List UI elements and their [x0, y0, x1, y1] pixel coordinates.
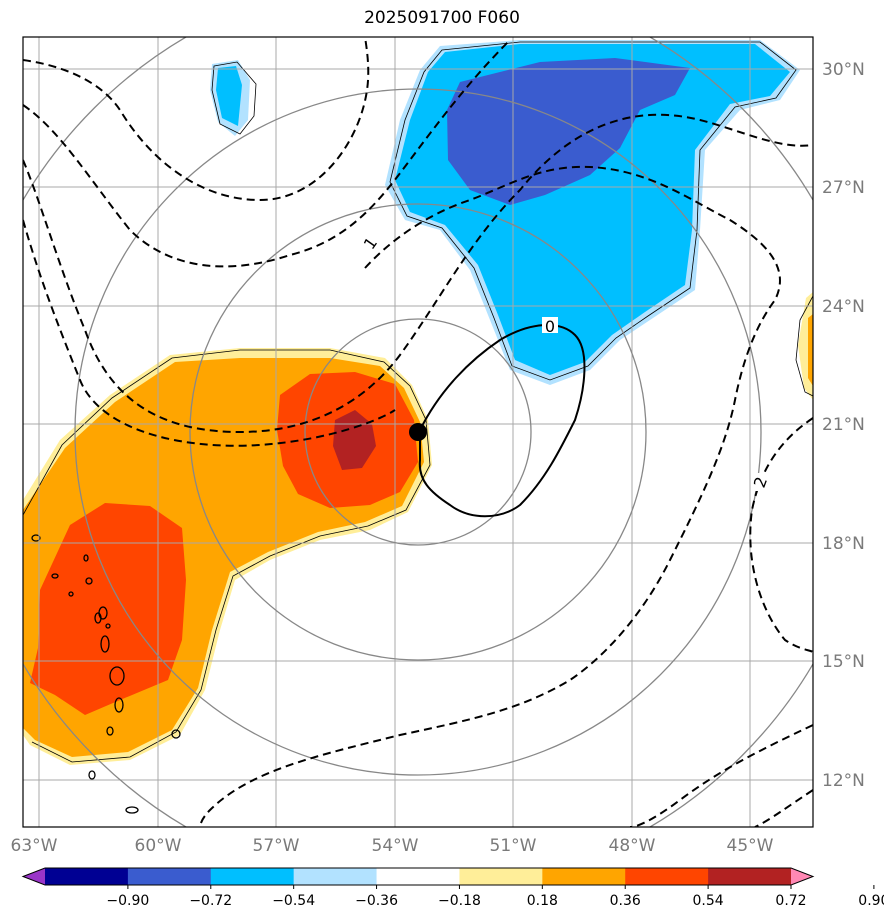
lon-label: 54°W [372, 836, 419, 856]
lat-label: 21°N [822, 415, 865, 435]
colorbar-tick-label: −0.54 [272, 893, 315, 909]
lon-label: 63°W [11, 836, 58, 856]
colorbar-tick-label: 0.54 [693, 893, 724, 909]
lon-label: 51°W [490, 836, 537, 856]
coastlines [31, 534, 181, 814]
colorbar-tick-labels: −0.90 −0.72 −0.54 −0.36 −0.18 0.18 0.36 0.54 0.7… [106, 893, 884, 909]
colorbar-extend-high [791, 868, 813, 885]
colorbar-tick-label: −0.72 [189, 893, 232, 909]
lat-label: 18°N [822, 534, 865, 554]
colorbar-swatch [210, 868, 295, 885]
zero-contour [418, 324, 586, 518]
storm-center-marker [409, 423, 427, 441]
lon-label: 60°W [135, 836, 182, 856]
colorbar-tick-label: 0.72 [775, 893, 806, 909]
colorbar-outline [21, 867, 815, 886]
colorbar-extend-low [23, 868, 45, 885]
lon-label: 48°W [609, 836, 656, 856]
colorbar-tick-label: 0.90 [858, 893, 884, 909]
colorbar-swatch [45, 868, 129, 885]
colorbar-swatch [127, 868, 212, 885]
colorbar-swatch [293, 868, 378, 885]
colorbar-tick-label: −0.18 [438, 893, 481, 909]
anomaly-outlines [23, 41, 813, 763]
lat-label: 12°N [822, 771, 865, 791]
colorbar-tick-label: 0.18 [527, 893, 558, 909]
negative-anomaly-region [210, 40, 813, 400]
colorbar-swatch [376, 868, 460, 885]
lat-label: 24°N [822, 297, 865, 317]
chart-title: 2025091700 F060 [364, 8, 520, 28]
colorbar [21, 867, 875, 889]
map-frame [22, 36, 814, 828]
range-rings [23, 37, 813, 827]
longitude-labels: 63°W 60°W 57°W 54°W 51°W 48°W 45°W [11, 836, 774, 856]
colorbar-swatch [708, 868, 792, 885]
lon-label: 57°W [253, 836, 300, 856]
dashed-contours [23, 37, 813, 827]
colorbar-tick-label: −0.36 [355, 893, 398, 909]
lat-label: 30°N [822, 60, 865, 80]
colorbar-tick-label: −0.90 [106, 893, 149, 909]
colorbar-swatch [459, 868, 543, 885]
colorbar-swatch [542, 868, 626, 885]
graticule [23, 37, 813, 827]
lat-label: 27°N [822, 178, 865, 198]
colorbar-tick-label: 0.36 [610, 893, 641, 909]
contour-label-0: 0 [545, 317, 555, 336]
lat-label: 15°N [822, 652, 865, 672]
latitude-labels: 12°N 15°N 18°N 21°N 24°N 27°N 30°N [822, 60, 865, 791]
lon-label: 45°W [727, 836, 774, 856]
colorbar-swatch [625, 868, 709, 885]
